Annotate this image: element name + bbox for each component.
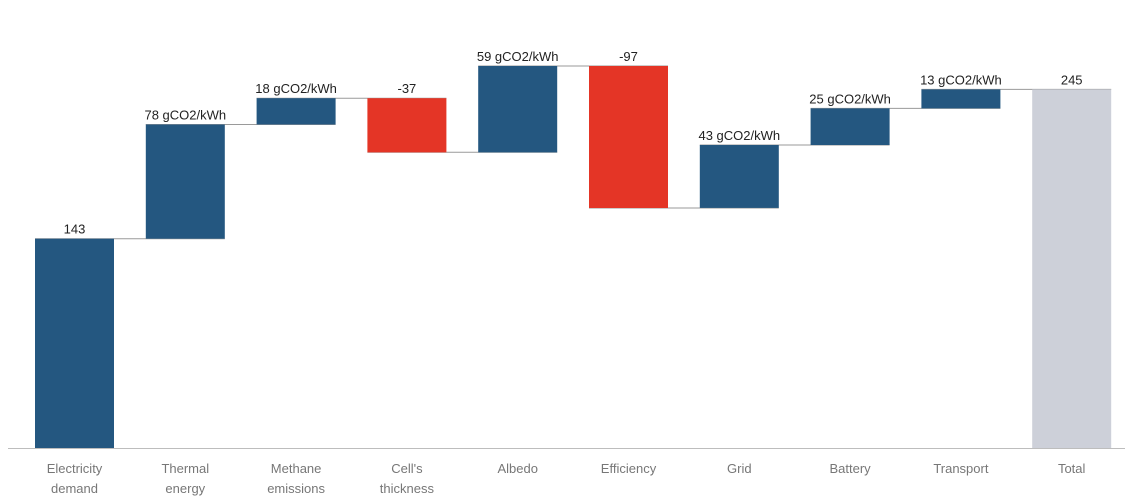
category-label-2: Thermal energy bbox=[161, 461, 209, 496]
category-label-1: Electricity demand bbox=[47, 461, 103, 496]
bar-10 bbox=[1032, 89, 1112, 449]
data-label-10: 245 bbox=[1061, 72, 1083, 87]
data-label-2: 78 gCO2/kWh bbox=[144, 108, 226, 123]
data-label-5: 59 gCO2/kWh bbox=[477, 49, 559, 64]
bar-9 bbox=[921, 89, 1001, 109]
bars bbox=[35, 66, 1112, 449]
category-labels: Electricity demand Thermal energy Methane emi… bbox=[47, 461, 1086, 496]
bar-8 bbox=[810, 108, 890, 145]
category-label-8: Battery bbox=[830, 461, 872, 476]
data-label-9: 13 gCO2/kWh bbox=[920, 72, 1002, 87]
category-label-9: Transport bbox=[933, 461, 989, 476]
data-label-4: -37 bbox=[398, 81, 417, 96]
bar-7 bbox=[699, 145, 779, 208]
data-label-3: 18 gCO2/kWh bbox=[255, 81, 337, 96]
data-label-7: 43 gCO2/kWh bbox=[698, 128, 780, 143]
data-labels: 143 78 gCO2/kWh 18 gCO2/kWh -37 59 gCO2/kWh -… bbox=[64, 49, 1083, 237]
bar-6 bbox=[589, 66, 668, 208]
category-label-6: Efficiency bbox=[601, 461, 657, 476]
bar-5 bbox=[478, 66, 558, 153]
data-label-8: 25 gCO2/kWh bbox=[809, 91, 891, 106]
bar-3 bbox=[256, 98, 336, 125]
bar-1 bbox=[35, 238, 114, 448]
data-label-1: 143 bbox=[64, 222, 86, 237]
category-label-3: Methane emissions bbox=[267, 461, 325, 496]
bar-2 bbox=[145, 124, 225, 239]
bar-4 bbox=[367, 98, 447, 153]
category-label-5: Albedo bbox=[497, 461, 537, 476]
category-label-7: Grid bbox=[727, 461, 752, 476]
category-label-10: Total bbox=[1058, 461, 1086, 476]
data-label-6: -97 bbox=[619, 49, 638, 64]
category-label-4: Cell's thickness bbox=[380, 461, 435, 496]
